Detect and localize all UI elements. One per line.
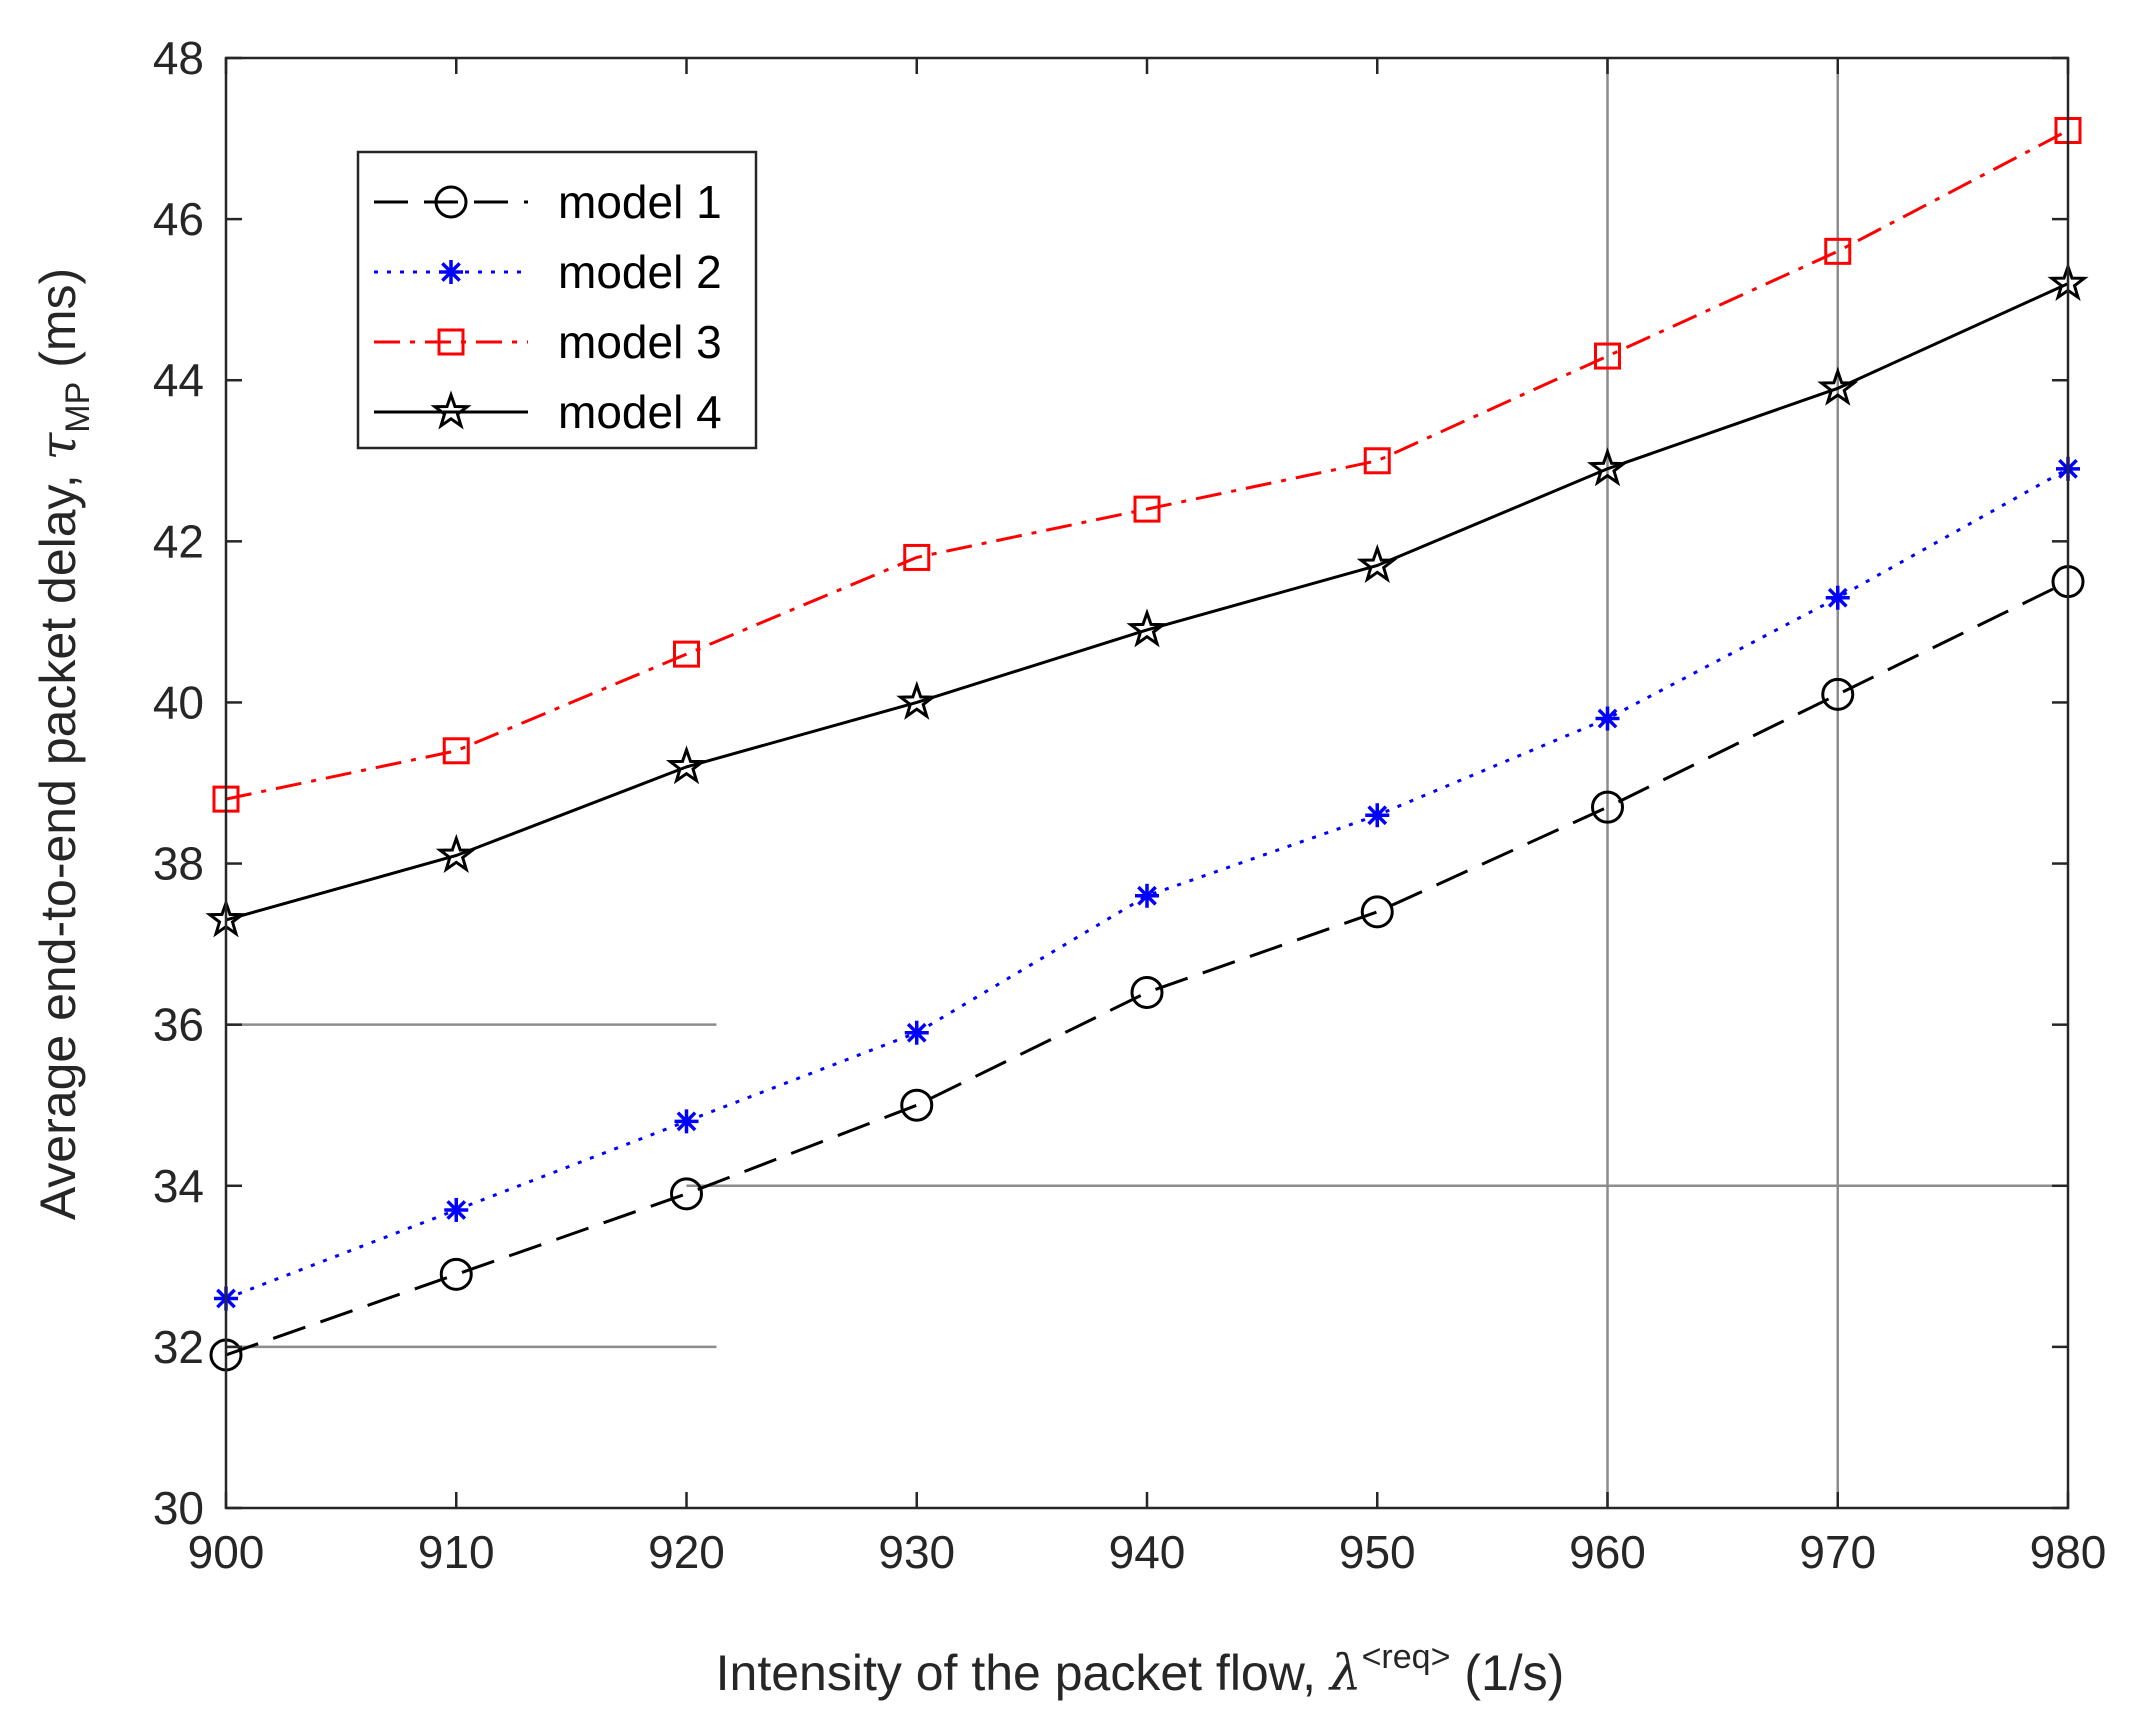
data-point-model-4-x940 [1126, 608, 1168, 648]
data-point-model-3-x970 [1824, 237, 1852, 265]
y-axis-label-text: Average end-to-end packet delay, [30, 460, 86, 1220]
data-point-model-3-x960 [1594, 342, 1621, 370]
reference-lines [226, 58, 2068, 1508]
data-point-model-3-x950 [1363, 447, 1391, 475]
data-point-model-1-x960 [1591, 790, 1624, 824]
y-tick-label: 38 [153, 838, 204, 890]
y-tick-label: 36 [153, 999, 204, 1051]
x-tick-label: 950 [1339, 1526, 1416, 1578]
y-axis-label-subscript: MP [59, 382, 97, 433]
data-point-model-2-x920 [674, 1109, 699, 1134]
x-tick-label: 970 [1799, 1526, 1876, 1578]
legend-marker-model-3 [437, 328, 465, 356]
data-point-model-4-x970 [1817, 366, 1859, 406]
legend-marker-model-2 [439, 260, 463, 284]
data-point-model-3-x910 [442, 737, 470, 765]
series-layer [205, 117, 2089, 1372]
x-tick-label: 900 [188, 1526, 265, 1578]
x-tick-label: 930 [878, 1526, 955, 1578]
data-point-model-1-x940 [1130, 975, 1164, 1009]
data-point-model-1-x910 [439, 1257, 473, 1291]
x-axis-label-superscript: <req> [1362, 1638, 1451, 1676]
series-line-model-3 [225, 129, 2069, 801]
y-tick-label: 48 [153, 32, 204, 84]
y-tick-label: 46 [153, 193, 204, 245]
data-point-model-4-x930 [896, 680, 938, 720]
data-point-model-2-x970 [1825, 585, 1850, 610]
axes [224, 56, 2070, 1510]
x-tick-label: 980 [2030, 1526, 2107, 1578]
data-point-model-4-x950 [1356, 543, 1398, 584]
data-point-model-4-x910 [435, 833, 477, 874]
legend-marker-model-1 [434, 185, 468, 219]
y-tick-label: 42 [153, 515, 204, 567]
data-point-model-3-x940 [1133, 495, 1161, 523]
x-tick-label: 910 [418, 1526, 495, 1578]
tick-labels: 900 910 920 930 940 950 960 970 980 30 32 34 36 38 40 4… [153, 32, 2107, 1578]
data-point-model-1-x970 [1821, 677, 1855, 711]
legend-marker-model-4 [430, 390, 472, 430]
x-axis-label-symbol: λ [1328, 1644, 1362, 1702]
y-tick-label: 30 [153, 1482, 204, 1534]
data-point-model-4-x920 [665, 745, 708, 785]
x-tick-label: 920 [648, 1526, 725, 1578]
data-point-model-3-x930 [903, 543, 931, 571]
legend-label-model-2: model 2 [558, 246, 722, 298]
y-tick-label: 32 [153, 1321, 204, 1373]
x-tick-label: 960 [1569, 1526, 1646, 1578]
legend-label-model-3: model 3 [558, 316, 722, 368]
legend-label-model-4: model 4 [558, 386, 722, 438]
series-line-model-1 [225, 580, 2069, 1357]
data-point-model-2-x950 [1365, 803, 1390, 828]
data-point-model-1-x920 [670, 1177, 703, 1211]
data-point-model-1-x950 [1360, 895, 1394, 929]
x-axis-label-text: Intensity of the packet flow, [716, 1645, 1330, 1701]
y-tick-label: 44 [153, 354, 204, 406]
x-tick-label: 940 [1109, 1526, 1186, 1578]
y-tick-label: 34 [153, 1160, 204, 1212]
data-point-model-2-x940 [1135, 883, 1159, 908]
y-axis-label: Average end-to-end packet delay, τMP (ms… [29, 268, 97, 1220]
data-point-model-2-x910 [444, 1197, 469, 1222]
x-axis-label: Intensity of the packet flow, λ<req> (1/… [716, 1638, 1565, 1702]
data-point-model-4-x960 [1586, 447, 1629, 487]
y-axis-label-unit: (ms) [30, 268, 86, 382]
data-point-model-3-x920 [673, 640, 700, 668]
y-tick-label: 40 [153, 676, 204, 728]
series-line-model-4 [225, 282, 2069, 922]
data-point-model-1-x930 [900, 1088, 934, 1122]
x-axis-label-unit: (1/s) [1450, 1645, 1564, 1701]
legend: model 1 model 2 model 3 model 4 [356, 150, 758, 450]
legend-label-model-1: model 1 [558, 176, 722, 228]
data-point-model-2-x930 [904, 1020, 929, 1045]
data-point-model-2-x960 [1595, 706, 1620, 731]
y-axis-label-symbol: τ [29, 431, 87, 460]
